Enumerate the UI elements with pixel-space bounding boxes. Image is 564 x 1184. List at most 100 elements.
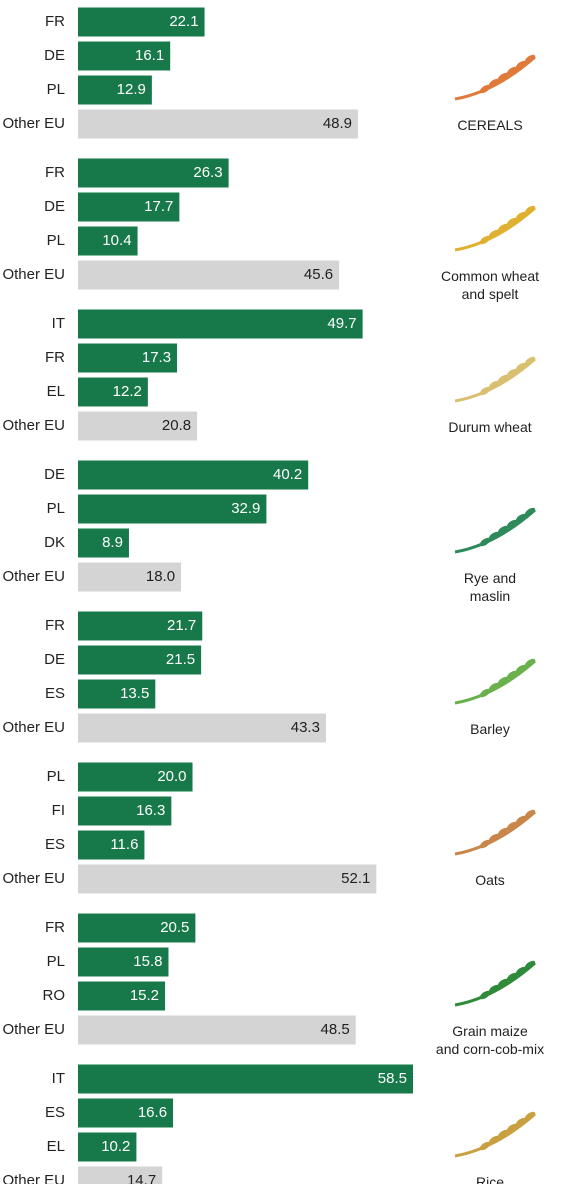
category-label: RO (43, 987, 66, 1004)
value-label: 22.1 (169, 13, 198, 30)
icon (488, 380, 500, 390)
bar (78, 260, 340, 290)
category-label: FR (45, 349, 65, 366)
value-label: 15.8 (133, 953, 162, 970)
icon (497, 827, 509, 837)
icon (515, 513, 527, 523)
value-label: 16.1 (135, 47, 164, 64)
icon (524, 54, 536, 64)
icon (488, 1135, 500, 1145)
value-label: 21.7 (167, 617, 196, 634)
category-label: PL (47, 953, 65, 970)
icon (515, 664, 527, 674)
bar (78, 562, 182, 592)
icon (524, 809, 536, 819)
category-label: EL (47, 383, 65, 400)
group-title: Rye and maslin (463, 570, 517, 604)
icon (497, 72, 509, 82)
icon (479, 1141, 491, 1151)
value-label: 13.5 (120, 685, 149, 702)
icon (479, 839, 491, 849)
category-label: PL (47, 81, 65, 98)
bar (78, 611, 203, 641)
category-label: IT (52, 315, 65, 332)
bar (78, 411, 198, 441)
category-label: Other EU (2, 417, 65, 434)
icon (506, 368, 518, 378)
icon (506, 217, 518, 227)
bar (78, 830, 145, 860)
bar (78, 864, 377, 894)
group-title: Common wheat and spelt (440, 268, 540, 302)
group-title: Durum wheat (448, 419, 532, 435)
category-label: DK (44, 534, 65, 551)
bar (78, 343, 178, 373)
bar (78, 796, 172, 826)
icon (488, 833, 500, 843)
icon (488, 682, 500, 692)
category-label: PL (47, 232, 65, 249)
icon (479, 990, 491, 1000)
icon (515, 60, 527, 70)
bar (78, 1098, 174, 1128)
category-label: FR (45, 164, 65, 181)
group-title: Barley (470, 721, 510, 737)
icon (479, 688, 491, 698)
icon (488, 984, 500, 994)
bar (78, 494, 267, 524)
category-label: Other EU (2, 1021, 65, 1038)
icon (506, 670, 518, 680)
value-label: 49.7 (327, 315, 356, 332)
category-label: PL (47, 500, 65, 517)
bar (78, 913, 196, 943)
icon (524, 205, 536, 215)
bar (78, 7, 205, 37)
icon (506, 1123, 518, 1133)
value-label: 48.9 (323, 115, 352, 132)
icon (506, 821, 518, 831)
icon (524, 960, 536, 970)
bar (78, 460, 309, 490)
icon (497, 223, 509, 233)
value-label: 8.9 (102, 534, 123, 551)
category-label: Other EU (2, 568, 65, 585)
category-label: DE (44, 651, 65, 668)
bar (78, 762, 193, 792)
category-label: Other EU (2, 719, 65, 736)
bar (78, 41, 171, 71)
category-label: FR (45, 13, 65, 30)
bar (78, 679, 156, 709)
value-label: 43.3 (291, 719, 320, 736)
bar (78, 645, 202, 675)
icon (479, 386, 491, 396)
icon (524, 1111, 536, 1121)
value-label: 48.5 (321, 1021, 350, 1038)
group-title: CEREALS (457, 117, 523, 133)
icon (524, 507, 536, 517)
category-label: PL (47, 768, 65, 785)
value-label: 21.5 (166, 651, 195, 668)
value-label: 45.6 (304, 266, 333, 283)
icon (488, 78, 500, 88)
bar (78, 1166, 163, 1184)
icon (497, 374, 509, 384)
group-title: Oats (475, 872, 505, 888)
icon (515, 1117, 527, 1127)
icon (506, 972, 518, 982)
category-label: FR (45, 617, 65, 634)
category-label: Other EU (2, 115, 65, 132)
bar (78, 109, 359, 139)
value-label: 32.9 (231, 500, 260, 517)
icon (515, 211, 527, 221)
bar (78, 528, 129, 558)
bar (78, 226, 138, 256)
icon (479, 84, 491, 94)
bar (78, 377, 148, 407)
bar (78, 192, 180, 222)
bar (78, 75, 152, 105)
category-label: ES (45, 836, 65, 853)
bar (78, 158, 229, 188)
value-label: 12.9 (117, 81, 146, 98)
